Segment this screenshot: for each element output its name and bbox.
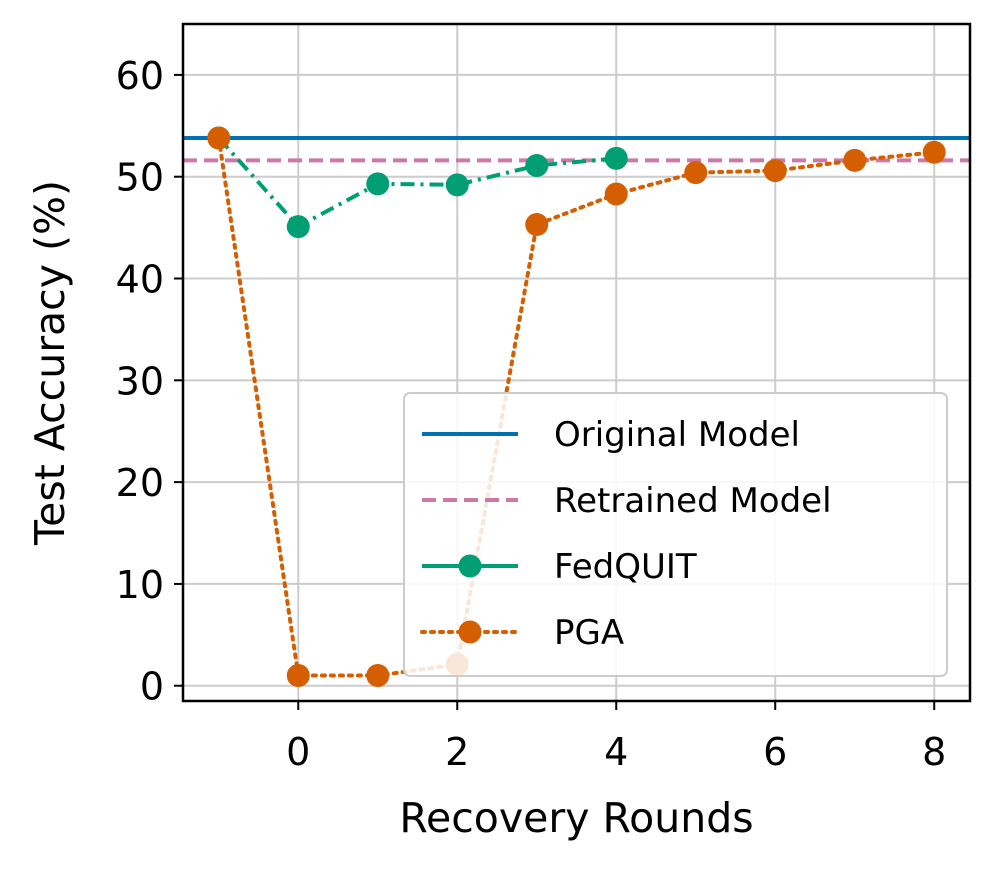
y-tick-label: 20 <box>116 461 164 505</box>
plot-area-frame <box>181 22 972 703</box>
reference-lines <box>183 136 970 163</box>
x-tick-label: 6 <box>763 730 787 774</box>
point-pga <box>922 140 946 164</box>
x-tick-label: 4 <box>604 730 628 774</box>
legend-marker-fedquit <box>458 554 482 578</box>
y-tick-label: 50 <box>116 156 164 200</box>
point-pga <box>366 664 390 688</box>
x-tick-label: 2 <box>445 730 469 774</box>
y-tick-label: 10 <box>116 563 164 607</box>
point-pga <box>763 159 787 183</box>
x-tick-label: 8 <box>922 730 946 774</box>
point-pga <box>684 161 708 185</box>
series-line-fedquit <box>217 136 617 230</box>
point-pga <box>604 182 628 206</box>
legend-label-retrained-model: Retrained Model <box>554 481 832 521</box>
point-fedquit <box>525 154 549 178</box>
point-fedquit <box>366 172 390 196</box>
y-tick-label: 0 <box>140 665 164 709</box>
y-axis-label: Test Accuracy (%) <box>26 180 74 546</box>
point-fedquit <box>286 215 310 239</box>
axis-ticks: 0 2 4 6 8 0 10 20 30 40 50 60 <box>116 54 947 774</box>
legend-label-pga: PGA <box>554 613 624 653</box>
x-tick-label: 0 <box>286 730 310 774</box>
y-tick-label: 60 <box>116 54 164 98</box>
point-fedquit <box>604 146 628 170</box>
point-pga <box>286 664 310 688</box>
point-pga <box>207 126 231 150</box>
point-pga <box>525 213 549 237</box>
legend-marker-pga <box>458 620 482 644</box>
point-fedquit <box>445 173 469 197</box>
legend: Original Model Retrained Model FedQUIT PGA <box>403 392 948 677</box>
data-series <box>207 126 946 688</box>
y-tick-label: 40 <box>116 258 164 302</box>
y-tick-label: 30 <box>116 359 164 403</box>
legend-label-original-model: Original Model <box>554 415 800 455</box>
series-line-pga <box>216 136 937 678</box>
point-pga <box>843 148 867 172</box>
legend-box <box>403 392 948 677</box>
x-axis-label: Recovery Rounds <box>399 794 753 842</box>
legend-label-fedquit: FedQUIT <box>554 547 697 587</box>
